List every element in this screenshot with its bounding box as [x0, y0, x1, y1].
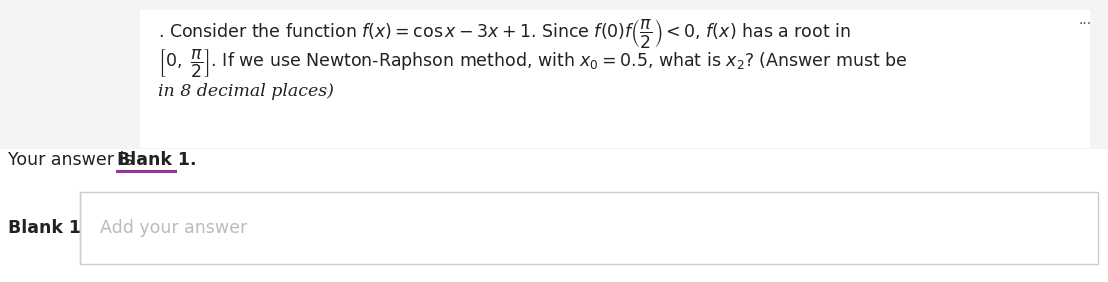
Text: Blank 1: Blank 1: [8, 219, 81, 237]
FancyBboxPatch shape: [140, 10, 1090, 148]
Text: $\left[0,\ \dfrac{\pi}{2}\right]$. If we use Newton-Raphson method, with $x_0 = : $\left[0,\ \dfrac{\pi}{2}\right]$. If we…: [158, 48, 907, 80]
Text: ...: ...: [1078, 13, 1091, 27]
Text: Blank 1.: Blank 1.: [117, 151, 196, 169]
Text: . Consider the function $f(x) = \cos x - 3x + 1$. Since $f(0)f\left(\dfrac{\pi}{: . Consider the function $f(x) = \cos x -…: [158, 17, 851, 50]
Text: in 8 decimal places): in 8 decimal places): [158, 83, 334, 100]
FancyBboxPatch shape: [0, 149, 1108, 282]
Text: Add your answer: Add your answer: [100, 219, 247, 237]
FancyBboxPatch shape: [80, 192, 1098, 264]
Text: Your answer is: Your answer is: [8, 151, 138, 169]
